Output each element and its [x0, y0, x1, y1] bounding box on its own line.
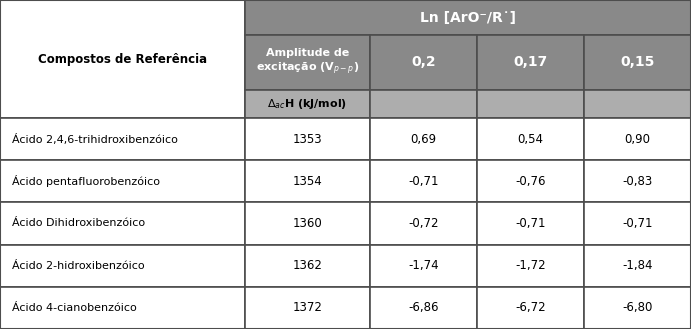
Bar	[245, 244, 370, 287]
Text: -1,74: -1,74	[408, 259, 439, 272]
Text: -1,72: -1,72	[515, 259, 546, 272]
Text: 1353: 1353	[293, 133, 322, 146]
Bar	[477, 244, 584, 287]
Text: $\Delta_{ac}$H (kJ/mol): $\Delta_{ac}$H (kJ/mol)	[267, 97, 348, 111]
Bar	[477, 35, 584, 90]
Text: 1372: 1372	[292, 301, 323, 315]
Text: 1360: 1360	[292, 217, 323, 230]
Bar	[370, 90, 477, 118]
Text: Ácido 2-hidroxibenzóico: Ácido 2-hidroxibenzóico	[12, 261, 144, 271]
Text: 0,90: 0,90	[625, 133, 650, 146]
Bar	[245, 0, 691, 35]
Bar	[584, 35, 691, 90]
Bar	[584, 202, 691, 244]
Text: Compostos de Referência: Compostos de Referência	[38, 53, 207, 65]
Text: Ácido 4-cianobenzóico: Ácido 4-cianobenzóico	[12, 303, 137, 313]
Bar	[370, 202, 477, 244]
Text: -6,72: -6,72	[515, 301, 546, 315]
Text: Ácido 2,4,6-trihidroxibenzóico: Ácido 2,4,6-trihidroxibenzóico	[12, 134, 178, 145]
Bar	[0, 0, 245, 118]
Text: 0,69: 0,69	[410, 133, 437, 146]
Bar	[245, 118, 370, 160]
Bar	[370, 35, 477, 90]
Bar	[584, 118, 691, 160]
Text: -0,71: -0,71	[408, 175, 439, 188]
Text: -0,71: -0,71	[515, 217, 546, 230]
Text: -0,76: -0,76	[515, 175, 546, 188]
Text: -0,72: -0,72	[408, 217, 439, 230]
Bar	[584, 287, 691, 329]
Text: Ácido Dihidroxibenzóico: Ácido Dihidroxibenzóico	[12, 218, 145, 229]
Bar	[245, 35, 370, 90]
Text: 0,15: 0,15	[621, 56, 654, 69]
Bar	[0, 244, 245, 287]
Bar	[245, 160, 370, 202]
Bar	[245, 90, 370, 118]
Bar	[370, 160, 477, 202]
Bar	[477, 202, 584, 244]
Text: -6,86: -6,86	[408, 301, 439, 315]
Text: Ácido pentafluorobenzóico: Ácido pentafluorobenzóico	[12, 175, 160, 187]
Bar	[370, 244, 477, 287]
Text: -0,71: -0,71	[623, 217, 653, 230]
Bar	[584, 160, 691, 202]
Text: 1362: 1362	[292, 259, 323, 272]
Bar	[370, 287, 477, 329]
Bar	[0, 202, 245, 244]
Bar	[245, 202, 370, 244]
Text: -0,83: -0,83	[623, 175, 652, 188]
Text: Ln [ArO⁻/R˙]: Ln [ArO⁻/R˙]	[420, 11, 516, 24]
Bar	[370, 118, 477, 160]
Text: Amplitude de
excitação (V$_{p-p}$): Amplitude de excitação (V$_{p-p}$)	[256, 48, 359, 77]
Bar	[477, 287, 584, 329]
Text: 1354: 1354	[292, 175, 323, 188]
Text: 0,17: 0,17	[513, 56, 548, 69]
Bar	[0, 287, 245, 329]
Text: 0,54: 0,54	[518, 133, 544, 146]
Bar	[245, 287, 370, 329]
Text: 0,2: 0,2	[411, 56, 436, 69]
Text: -6,80: -6,80	[623, 301, 653, 315]
Text: -1,84: -1,84	[623, 259, 653, 272]
Bar	[584, 90, 691, 118]
Bar	[477, 90, 584, 118]
Bar	[477, 160, 584, 202]
Bar	[0, 160, 245, 202]
Bar	[584, 244, 691, 287]
Bar	[0, 118, 245, 160]
Bar	[477, 118, 584, 160]
